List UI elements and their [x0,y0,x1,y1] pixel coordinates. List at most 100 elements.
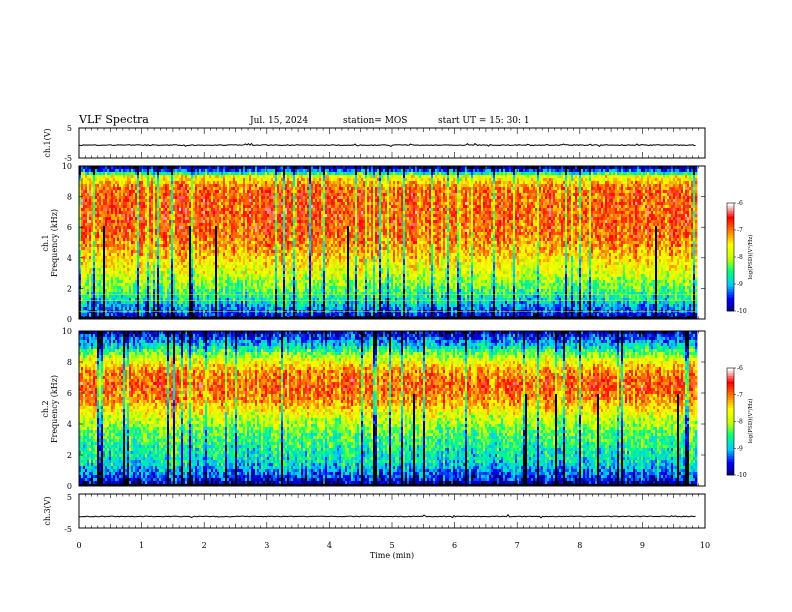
spectrogram-cell [93,250,96,254]
spectrogram-cell [177,169,180,173]
spectrogram-cell [163,286,166,290]
spectrogram-cell [127,286,130,290]
spectrogram-cell [173,181,176,185]
spectrogram-cell [149,175,152,179]
spectrogram-cell [185,298,188,302]
spectrogram-cell [143,301,146,305]
spectrogram-cell [149,199,152,203]
spectrogram-cell [139,307,142,311]
spectrogram-cell [159,187,162,191]
spectrogram-cell [169,190,172,194]
spectrogram-cell [93,235,96,239]
spectrogram-cell [125,253,128,257]
spectrogram-cell [177,184,180,188]
spectrogram-cell [89,265,92,269]
spectrogram-cell [159,193,162,197]
spectrogram-cell [129,208,132,212]
spectrogram-cell [117,259,120,263]
spectrogram-cell [127,187,130,191]
spectrogram-cell [111,220,114,224]
spectrogram-cell [101,208,104,212]
spectrogram-cell [89,313,92,317]
spectrogram-cell [103,280,106,284]
spectrogram-cell [169,262,172,266]
spectrogram-cell [169,265,172,269]
spectrogram-cell [167,259,170,263]
spectrogram-cell [139,241,142,245]
spectrogram-cell [137,298,140,302]
spectrogram-cell [183,229,186,233]
spectrogram-cell [97,217,100,221]
spectrogram-cell [127,238,130,242]
spectrogram-cell [115,199,118,203]
spectrogram-cell [135,229,138,233]
spectrogram-cell [147,289,150,293]
spectrogram-cell [131,211,134,215]
spectrogram-cell [133,274,136,278]
spectrogram-cell [143,190,146,194]
spectrogram-cell [139,166,142,170]
spectrogram-cell [91,301,94,305]
spectrogram-cell [79,298,82,302]
spectrogram-cell [83,304,86,308]
spectrogram-cell [123,229,126,233]
spectrogram-cell [153,232,156,236]
spectrogram-cell [145,172,148,176]
spectrogram-cell [145,202,148,206]
spectrogram-cell [163,214,166,218]
spectrogram-cell [161,277,164,281]
spectrogram-cell [139,289,142,293]
spectrogram-cell [109,184,112,188]
spectrogram-cell [153,241,156,245]
spectrogram-cell [163,274,166,278]
spectrogram-cell [129,259,132,263]
spectrogram-cell [145,259,148,263]
spectrogram-cell [147,235,150,239]
spectrogram-cell [83,190,86,194]
spectrogram-cell [87,169,90,173]
spectrogram-cell [185,223,188,227]
spectrogram-cell [147,274,150,278]
spectrogram-cell [101,229,104,233]
spectrogram-cell [85,238,88,242]
spectrogram-cell [107,292,110,296]
spectrogram-cell [163,211,166,215]
spectrogram-cell [89,208,92,212]
spectrogram-cell [147,250,150,254]
spectrogram-cell [119,214,122,218]
spectrogram-cell [81,286,84,290]
spectrogram-cell [167,292,170,296]
spectrogram-cell [177,277,180,281]
spectrogram-cell [155,199,158,203]
spectrogram-cell [85,223,88,227]
spectrogram-cell [113,223,116,227]
spectrogram-cell [169,169,172,173]
spectrogram-cell [177,238,180,242]
spectrogram-cell [95,241,98,245]
spectrogram-cell [177,220,180,224]
spectrogram-cell [145,301,148,305]
spectrogram-cell [169,259,172,263]
spectrogram-cell [169,301,172,305]
spectrogram-cell [89,274,92,278]
spectrogram-cell [129,229,132,233]
spectrogram-cell [105,229,108,233]
spectrogram-cell [151,208,154,212]
spectrogram-cell [169,313,172,317]
spectrogram-cell [105,196,108,200]
spectrogram-cell [159,262,162,266]
spectrogram-cell [145,223,148,227]
spectrogram-cell [141,265,144,269]
spectrogram-cell [163,289,166,293]
spectrogram-cell [173,262,176,266]
spectrogram-cell [153,199,156,203]
spectrogram-cell [113,244,116,248]
spectrogram-cell [145,277,148,281]
spectrogram-cell [93,211,96,215]
spectrogram-cell [177,286,180,290]
spectrogram-cell [149,313,152,317]
spectrogram-cell [95,238,98,242]
spectrogram-cell [115,232,118,236]
spectrogram-cell [169,175,172,179]
spectrogram-cell [89,166,92,170]
